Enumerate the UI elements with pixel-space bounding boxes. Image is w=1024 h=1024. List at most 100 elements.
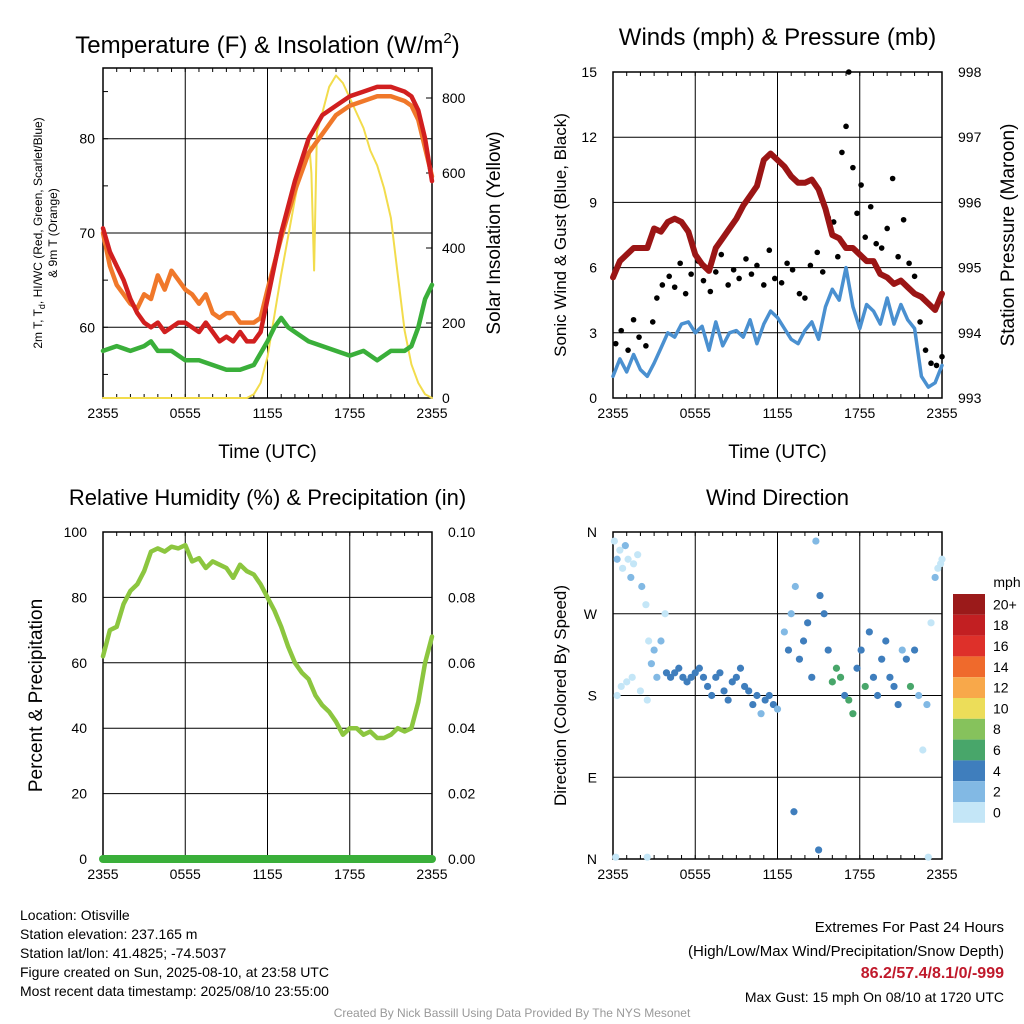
legend-swatch: [953, 718, 985, 740]
gust-point: [854, 210, 860, 217]
direction-point: [820, 610, 828, 618]
legend-swatch: [953, 760, 985, 782]
y-tick-label: 40: [71, 720, 87, 736]
gust-point: [911, 273, 918, 280]
direction-point: [927, 619, 935, 627]
gust-point: [796, 290, 803, 297]
gust-point: [671, 284, 678, 290]
gust-point: [659, 282, 666, 288]
direction-point: [720, 687, 728, 695]
x-tick-label: 1755: [844, 866, 875, 882]
direction-point: [898, 646, 906, 654]
direction-point: [675, 664, 683, 672]
y-tick-label: 15: [581, 64, 597, 80]
legend-label: 16: [993, 638, 1009, 654]
direction-point: [886, 673, 894, 681]
direction-point: [808, 673, 816, 681]
legend-swatch: [953, 781, 985, 802]
direction-point: [906, 682, 915, 691]
extremes-title: Extremes For Past 24 Hours: [814, 919, 1004, 936]
gust-point: [707, 288, 714, 295]
gust-point: [730, 266, 737, 273]
direction-point: [873, 691, 882, 700]
gust-point: [802, 295, 808, 301]
y2-axis-label: Station Pressure (Maroon): [998, 124, 1019, 347]
direction-point: [745, 687, 753, 695]
y-tick-label: 6: [589, 260, 597, 276]
direction-point: [629, 560, 638, 568]
x-tick-label: 0555: [170, 866, 201, 882]
gust-point: [718, 251, 725, 258]
gust-point: [862, 234, 869, 240]
gust-point: [649, 319, 656, 325]
legend-label: 8: [993, 721, 1001, 737]
chart-title: Relative Humidity (%) & Precipitation (i…: [69, 485, 466, 510]
direction-point: [708, 691, 716, 700]
direction-point: [716, 669, 724, 677]
direction-point: [780, 628, 788, 636]
y2-tick-label: 0.06: [448, 655, 475, 671]
direction-point: [613, 555, 621, 563]
direction-point: [861, 682, 869, 691]
y-tick-label: 60: [79, 319, 95, 335]
legend-label: 4: [993, 763, 1001, 779]
gust-point: [743, 256, 749, 262]
gust-point: [900, 216, 907, 223]
latlon-text: Station lat/lon: 41.4825; -74.5037: [20, 945, 227, 961]
gust-point: [754, 262, 760, 269]
y-axis-label: Sonic Wind & Gust (Blue, Black): [551, 113, 570, 357]
gust-point: [884, 225, 890, 232]
direction-point: [628, 673, 636, 681]
legend-label: 18: [993, 617, 1009, 633]
direction-point: [824, 646, 832, 654]
series-line-wind: [611, 265, 944, 389]
direction-point: [647, 660, 655, 668]
y2-tick-label: 0.10: [448, 524, 475, 540]
y2-tick-label: 400: [442, 240, 466, 256]
y2-tick-label: 0.08: [448, 589, 475, 605]
direction-point: [915, 691, 923, 700]
y-tick-label: 20: [71, 786, 87, 802]
x-tick-label: 2355: [597, 405, 628, 421]
direction-point: [638, 582, 646, 591]
x-tick-label: 1755: [334, 866, 365, 882]
y2-tick-label: 0.02: [448, 786, 475, 802]
direction-point: [815, 846, 823, 854]
direction-point: [765, 691, 773, 700]
direction-point: [790, 808, 798, 816]
y-tick-label: W: [584, 606, 598, 622]
y-tick-label: 70: [79, 225, 95, 241]
y-tick-label: N: [587, 851, 597, 867]
elevation-text: Station elevation: 237.165 m: [20, 926, 198, 942]
direction-point: [773, 705, 782, 713]
series-line-t2m: [100, 84, 435, 344]
y2-tick-label: 600: [442, 165, 466, 181]
y-tick-label: S: [588, 688, 597, 704]
direction-point: [699, 673, 708, 681]
x-tick-label: 1155: [252, 866, 282, 882]
y-tick-label: 80: [79, 131, 95, 147]
chart-title: Wind Direction: [706, 485, 849, 510]
gust-point: [736, 275, 742, 282]
y-tick-label: E: [588, 769, 597, 785]
y2-axis-label: Solar Insolation (Yellow): [484, 131, 505, 334]
direction-point: [643, 696, 651, 704]
series-line-td: [100, 282, 435, 372]
direction-point: [931, 573, 939, 582]
series-line-rh: [100, 542, 435, 741]
y-axis-label: Direction (Colored By Speed): [551, 585, 570, 806]
direction-point: [610, 537, 618, 545]
gust-point: [760, 282, 767, 288]
gust-point: [922, 347, 929, 353]
panel-wind: 2355 0555 1155 1755 235503691215993994995996…: [551, 24, 1019, 463]
gust-point: [766, 247, 773, 254]
direction-point: [724, 696, 732, 704]
y-tick-label: 60: [71, 655, 87, 671]
y-axis-label: Percent & Precipitation: [26, 599, 47, 792]
gust-point: [654, 295, 660, 301]
gust-point: [643, 343, 649, 349]
x-tick-label: 2355: [87, 405, 118, 421]
extremes-values: 86.2/57.4/8.1/0/-999: [860, 965, 1004, 982]
gust-point: [784, 260, 790, 267]
